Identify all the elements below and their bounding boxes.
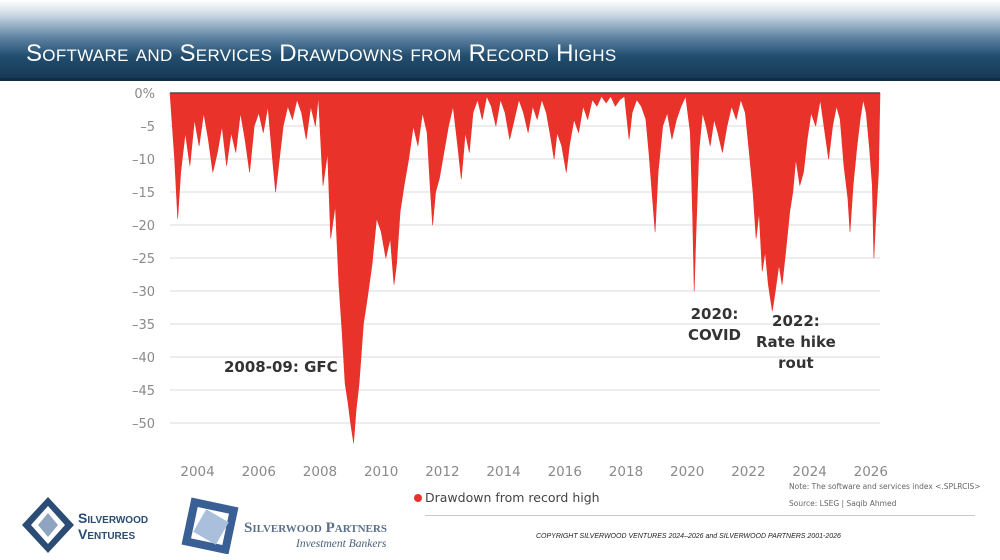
y-tick-label: –35 (132, 318, 155, 333)
logo1-line1: Silverwood (78, 510, 149, 526)
y-tick-label: –45 (132, 384, 155, 399)
logo1-line2: Ventures (78, 526, 136, 542)
x-tick-label: 2022 (731, 464, 765, 480)
silverwood-partners-logo-text: Silverwood Partners (244, 520, 387, 536)
legend-label: Drawdown from record high (425, 490, 600, 505)
annotation-rate-hike: 2022: Rate hike rout (756, 311, 836, 374)
annotation-rate-line1: 2022: (772, 312, 820, 330)
y-tick-label: 0% (134, 87, 155, 102)
y-tick-label: –50 (132, 417, 155, 432)
page-title: Software and Services Drawdowns from Rec… (26, 40, 617, 67)
annotation-gfc-text: 2008-09: GFC (224, 358, 338, 376)
annotation-covid-line2: COVID (688, 326, 741, 344)
x-tick-label: 2020 (670, 464, 704, 480)
x-tick-label: 2006 (242, 464, 276, 480)
legend-swatch (414, 493, 422, 502)
annotation-gfc: 2008-09: GFC (224, 357, 338, 378)
x-tick-label: 2010 (364, 464, 398, 480)
x-tick-label: 2014 (486, 464, 520, 480)
x-tick-label: 2026 (854, 464, 888, 480)
y-tick-label: –5 (140, 120, 155, 135)
silverwood-partners-logo-icon (181, 497, 239, 554)
silverwood-ventures-logo-icon (22, 497, 74, 553)
x-tick-label: 2012 (425, 464, 459, 480)
chart-note: Note: The software and services index <.… (789, 482, 981, 491)
y-tick-label: –40 (132, 351, 155, 366)
x-tick-label: 2004 (180, 464, 214, 480)
silverwood-ventures-logo-text: Silverwood Ventures (78, 510, 148, 542)
annotation-rate-line3: rout (778, 354, 814, 372)
y-tick-label: –30 (132, 285, 155, 300)
annotation-rate-line2: Rate hike (756, 333, 836, 351)
y-tick-label: –20 (132, 219, 155, 234)
title-bar-underline (0, 78, 1000, 81)
drawdown-chart: 0% –5 –10 –15 –20 –25 –30 –35 –40 –45 –50 2004 2006 2… (132, 87, 888, 480)
chart-legend: Drawdown from record high (414, 490, 600, 505)
x-tick-label: 2016 (548, 464, 582, 480)
copyright-text: COPYRIGHT SILVERWOOD VENTURES 2024–2026 … (536, 533, 841, 540)
x-tick-label: 2024 (792, 464, 826, 480)
silverwood-partners-tagline: Investment Bankers (296, 538, 387, 550)
y-tick-label: –15 (132, 186, 155, 201)
y-tick-label: –10 (132, 153, 155, 168)
footer-divider (425, 515, 975, 516)
chart-source: Source: LSEG | Saqib Ahmed (789, 499, 897, 508)
x-tick-label: 2018 (609, 464, 643, 480)
x-tick-label: 2008 (303, 464, 337, 480)
annotation-covid-line1: 2020: (690, 305, 739, 323)
y-tick-label: –25 (132, 252, 155, 267)
title-bar (0, 0, 1000, 78)
drawdown-area-series (169, 92, 881, 444)
annotation-covid: 2020: COVID (688, 304, 741, 346)
